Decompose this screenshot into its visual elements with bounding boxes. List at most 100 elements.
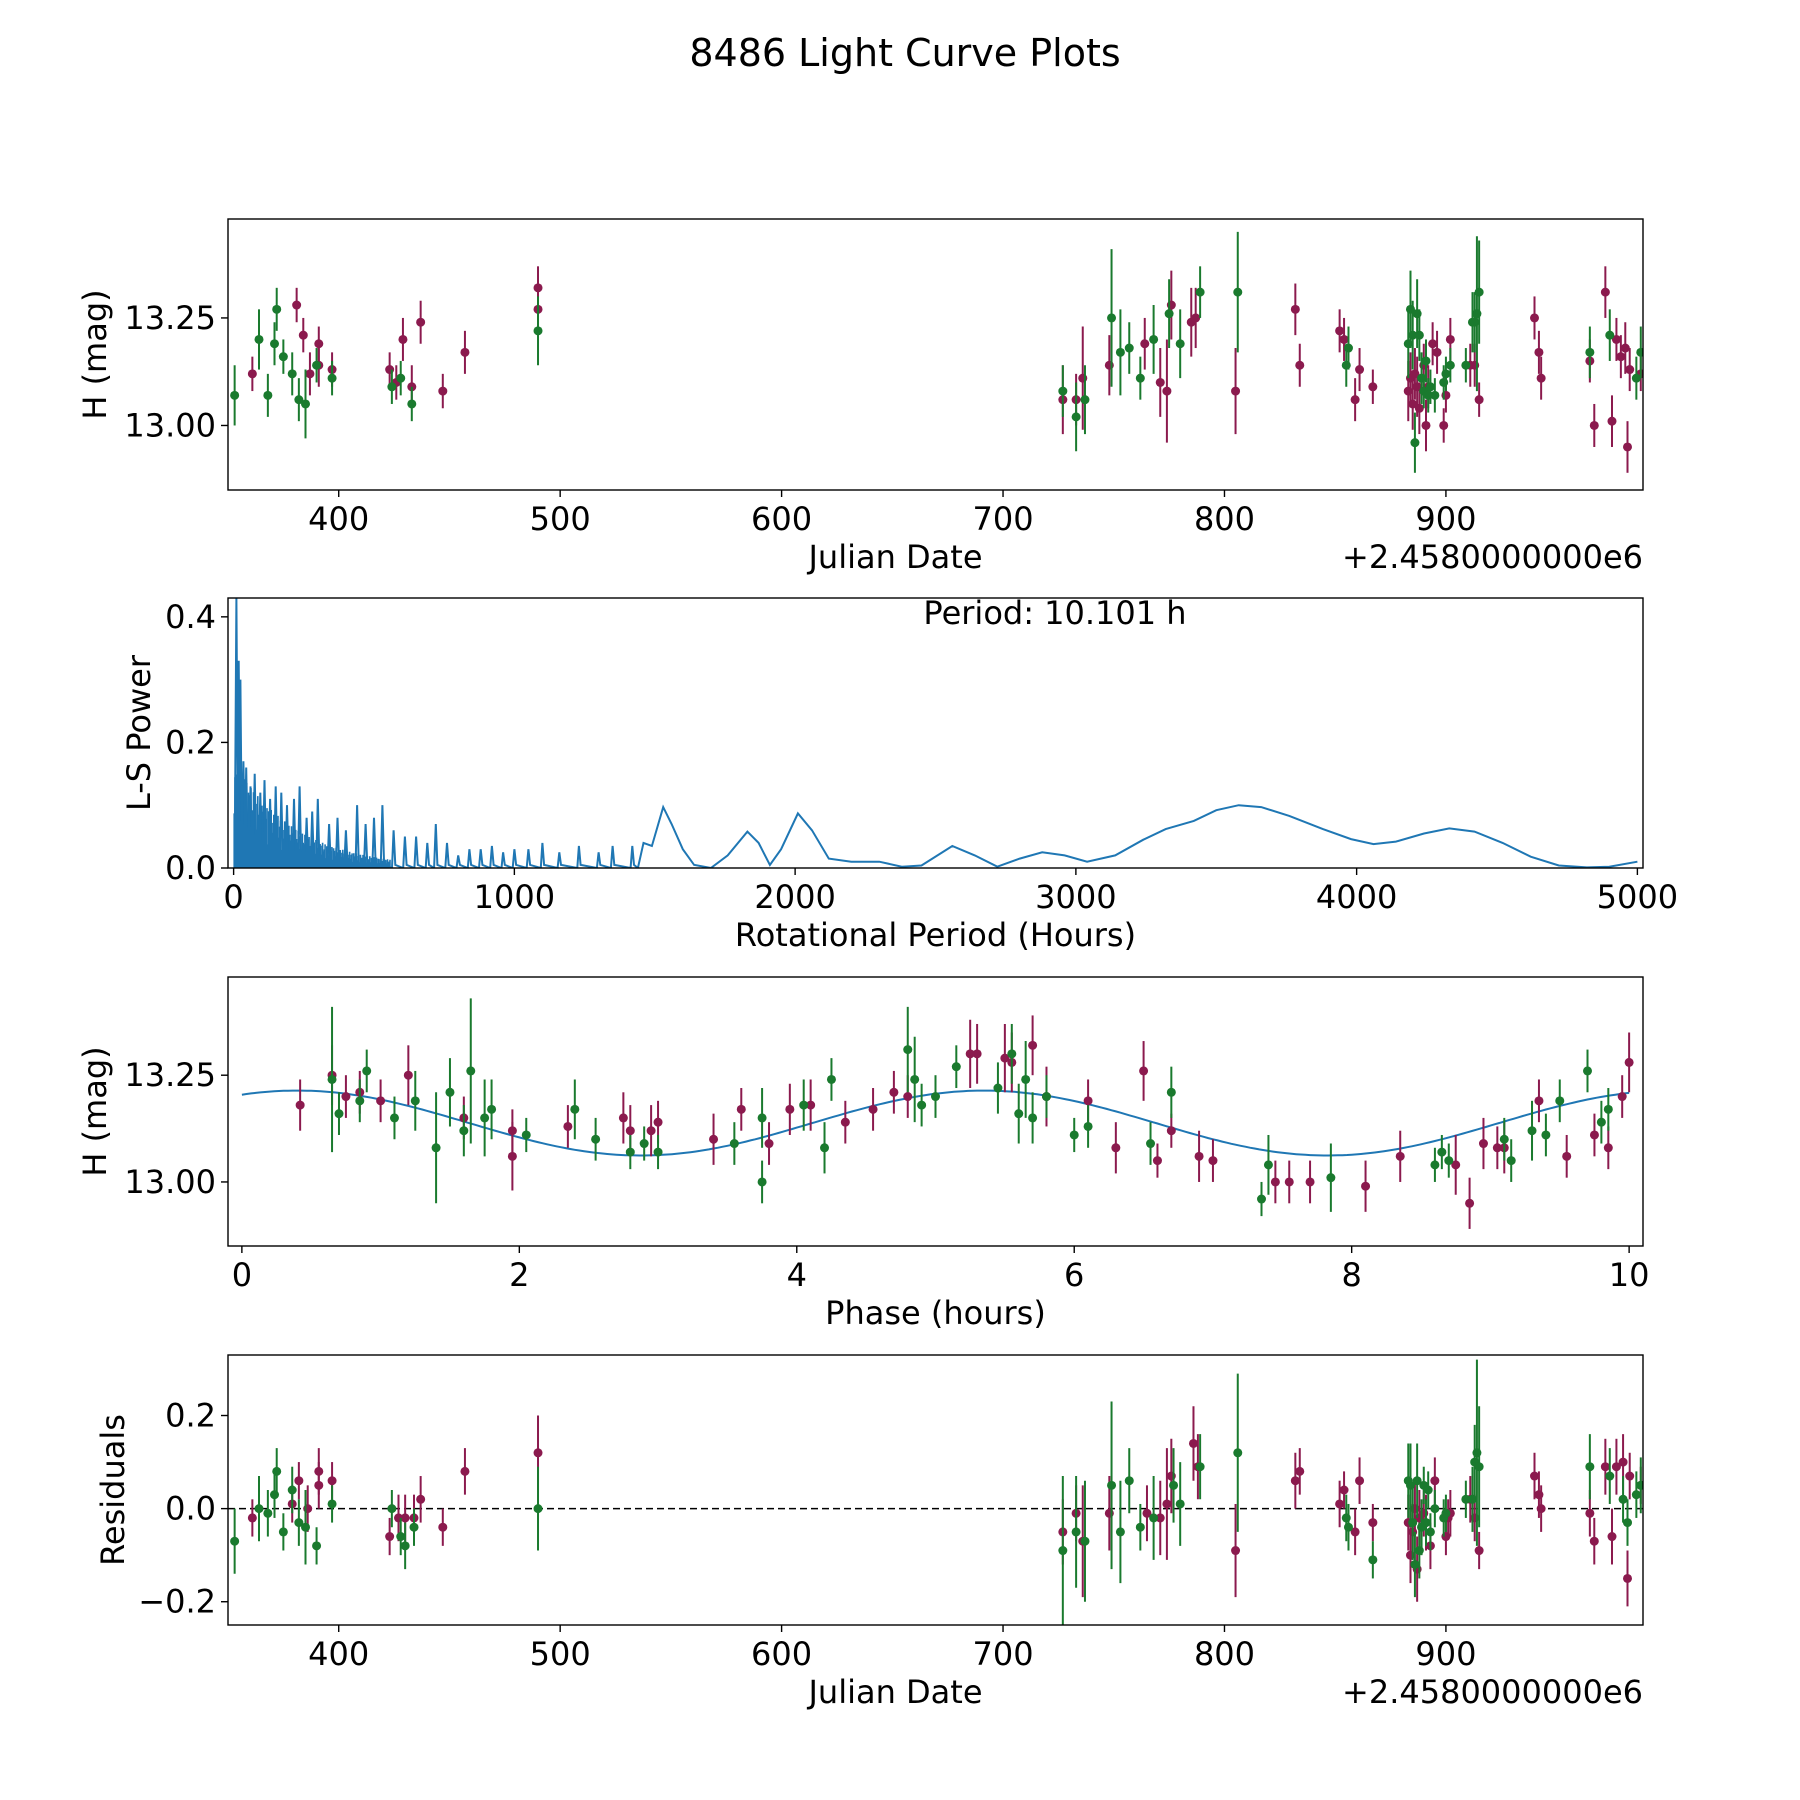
data-point [398,334,408,344]
data-point [460,347,470,357]
data-point [1028,1040,1038,1050]
data-point [951,1062,961,1072]
data-point [1175,1499,1185,1509]
data-point [314,1480,324,1490]
data-point [1350,1527,1360,1537]
data-point [1083,1121,1093,1131]
x-tick-label: 500 [530,1635,591,1673]
y-tick-label: 0.2 [165,723,216,761]
data-point [312,1541,322,1551]
data-point [1603,1143,1613,1153]
data-point [1421,356,1431,366]
data-point [1140,339,1150,349]
residuals-series-green [230,1359,1643,1625]
data-point [305,369,315,379]
light-curve-y-axis-label: H (mag) [76,289,114,419]
phase-folded-series-green [327,998,1613,1217]
data-point [1410,1559,1420,1569]
data-point [278,1527,288,1537]
data-point [1142,1508,1152,1518]
y-tick-label: 0.2 [165,1397,216,1435]
data-point [1343,343,1353,353]
data-point [1155,1513,1165,1523]
data-point [1444,1156,1454,1166]
data-point [327,1476,337,1486]
data-point [1439,420,1449,430]
data-point [1603,1104,1613,1114]
data-point [1335,1499,1345,1509]
x-tick-label: 3000 [1035,878,1116,916]
data-point [736,1104,746,1114]
data-point [618,1113,628,1123]
data-point [334,1109,344,1119]
residuals-x-axis-label: Julian Date [806,1673,982,1711]
data-point [764,1139,774,1149]
x-tick-label: 2 [509,1256,529,1294]
data-point [806,1100,816,1110]
data-point [1622,442,1632,452]
periodogram-axes: Period: 10.101 h 0 1000 2000 3000 4000 5000 0.0… [120,594,1678,954]
y-tick-label: 13.25 [124,1056,216,1094]
data-point [1175,339,1185,349]
x-tick-label: 2000 [754,878,835,916]
data-point [1408,1518,1418,1528]
data-point [1339,1485,1349,1495]
data-point [1152,1156,1162,1166]
data-point [1474,395,1484,405]
residuals-offset-text: +2.4580000000e6 [1342,1673,1643,1711]
data-point [1115,347,1125,357]
data-point [278,352,288,362]
data-point [1339,334,1349,344]
data-point [1326,1173,1336,1183]
data-point [1421,420,1431,430]
x-tick-label: 6 [1064,1256,1084,1294]
x-tick-label: 4 [787,1256,807,1294]
data-point [1474,1546,1484,1556]
data-point [1430,1476,1440,1486]
data-point [355,1096,365,1106]
data-point [729,1139,739,1149]
data-point [400,1513,410,1523]
data-point [646,1126,656,1136]
data-point [396,1532,406,1542]
data-point [1414,330,1424,340]
data-point [639,1139,649,1149]
data-point [757,1177,767,1187]
data-point [1350,395,1360,405]
data-point [362,1066,372,1076]
data-point [1445,360,1455,370]
data-point [757,1113,767,1123]
x-tick-label: 5000 [1597,878,1678,916]
data-point [903,1092,913,1102]
data-point [1607,416,1617,426]
data-point [409,1522,419,1532]
data-point [1188,1438,1198,1448]
data-point [1474,287,1484,297]
data-point [965,1049,975,1059]
light-curve-axes: 400 500 600 700 800 900 13.00 13.25 Julian Date H… [76,218,1644,576]
data-point [1335,326,1345,336]
data-point [1589,420,1599,430]
data-point [1290,1476,1300,1486]
data-point [910,1074,920,1084]
data-point [1421,1518,1431,1528]
periodogram-x-axis-label: Rotational Period (Hours) [735,916,1136,954]
data-point [840,1117,850,1127]
data-point [301,399,311,409]
data-point [1231,1546,1241,1556]
data-point [1631,1490,1641,1500]
data-point [387,382,397,392]
data-point [403,1070,413,1080]
data-point [407,399,417,409]
data-point [263,390,273,400]
data-point [1410,438,1420,448]
data-point [1408,399,1418,409]
data-point [1305,1177,1315,1187]
x-tick-label: 1000 [474,878,555,916]
data-point [1441,1508,1451,1518]
data-point [1616,352,1626,362]
data-point [1625,365,1635,375]
data-point [1233,287,1243,297]
data-point [1430,1160,1440,1170]
data-point [1233,1448,1243,1458]
